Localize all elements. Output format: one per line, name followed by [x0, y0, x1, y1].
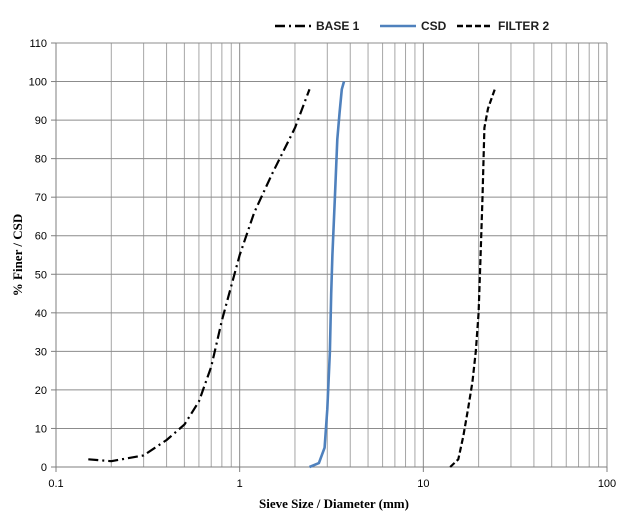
axes [51, 42, 608, 472]
y-tick-label: 90 [35, 115, 47, 127]
x-tick-label: 1 [237, 478, 243, 490]
y-tick-label: 110 [29, 38, 47, 50]
x-tick-label: 0.1 [48, 478, 63, 490]
y-tick-label: 100 [29, 77, 47, 89]
grid [56, 42, 608, 467]
y-tick-label: 50 [35, 269, 47, 281]
series-line-csd [309, 81, 346, 469]
y-axis-title: % Finer / CSD [10, 214, 25, 296]
legend-label-filter-2: FILTER 2 [498, 19, 549, 33]
series-line-filter-2 [449, 88, 496, 468]
y-tick-label: 80 [35, 154, 47, 166]
legend-label-csd: CSD [421, 19, 447, 33]
y-tick-label: 10 [35, 423, 47, 435]
series-lines [88, 81, 496, 469]
legend: BASE 1 CSD FILTER 2 [275, 19, 549, 33]
legend-label-base-1: BASE 1 [316, 19, 360, 33]
y-tick-label: 30 [35, 346, 47, 358]
x-axis-title: Sieve Size / Diameter (mm) [259, 496, 409, 511]
y-tick-label: 40 [35, 308, 47, 320]
x-tick-label: 10 [417, 478, 429, 490]
y-tick-label: 60 [35, 231, 47, 243]
x-tick-label: 100 [598, 478, 616, 490]
y-tick-label: 70 [35, 192, 47, 204]
y-tick-label: 0 [41, 462, 47, 474]
series-line-base-1 [88, 88, 311, 463]
y-tick-label: 20 [35, 385, 47, 397]
